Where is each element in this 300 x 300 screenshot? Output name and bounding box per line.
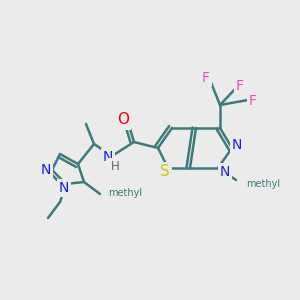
- Text: H: H: [111, 160, 119, 172]
- Text: N: N: [220, 165, 230, 179]
- Text: methyl: methyl: [108, 188, 142, 198]
- Text: O: O: [117, 112, 129, 128]
- Text: N: N: [41, 163, 51, 177]
- Text: N: N: [232, 138, 242, 152]
- Text: F: F: [249, 94, 257, 108]
- Text: methyl: methyl: [246, 179, 280, 189]
- Text: N: N: [103, 150, 113, 164]
- Text: S: S: [160, 164, 170, 179]
- Text: F: F: [236, 79, 244, 93]
- Text: N: N: [59, 181, 69, 195]
- Text: F: F: [202, 71, 210, 85]
